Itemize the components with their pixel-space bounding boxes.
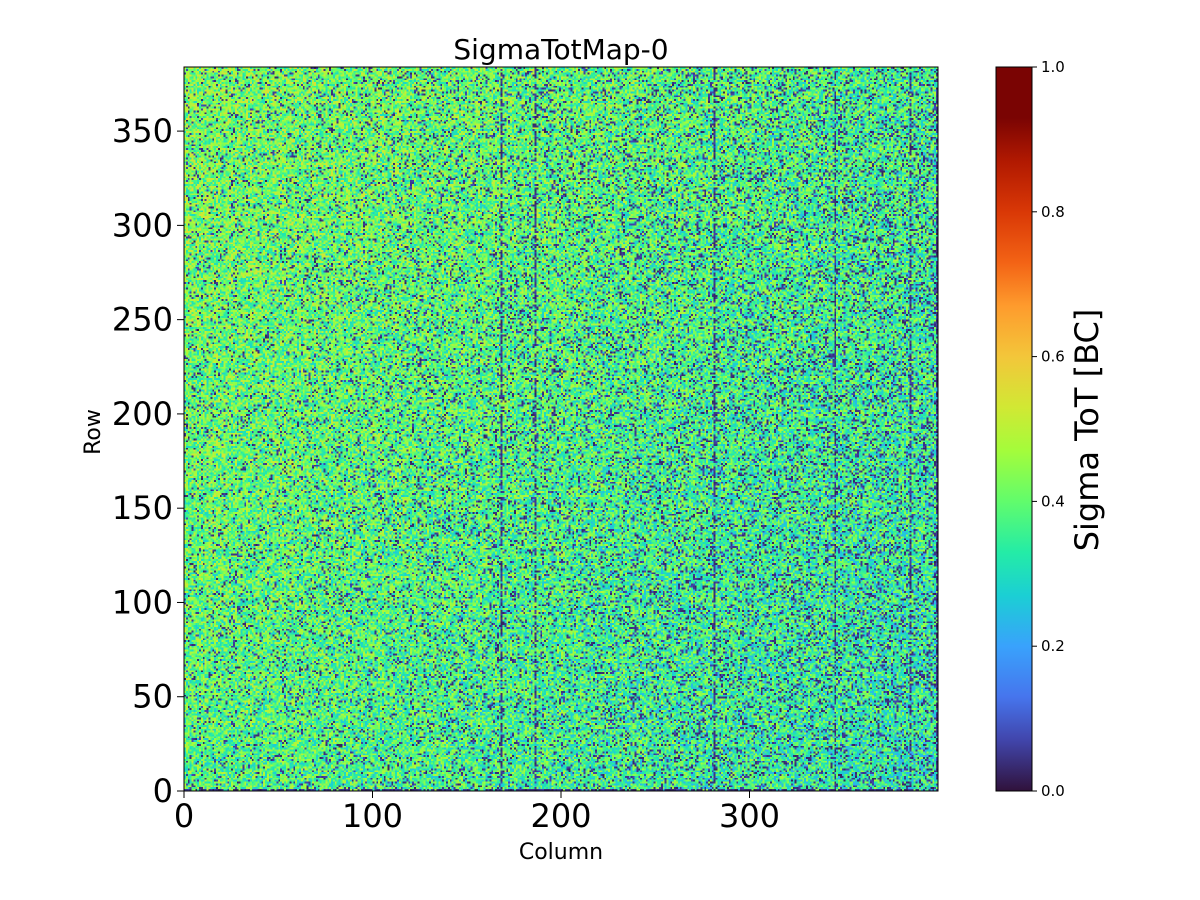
- colorbar-ticks: 0.0 0.2 0.4 0.6 0.8 1.0: [1032, 58, 1065, 800]
- x-tick-label: 0: [174, 797, 194, 835]
- x-axis-label: Column: [519, 840, 603, 865]
- y-tick-label: 200: [112, 395, 173, 433]
- chart-title: SigmaTotMap-0: [453, 33, 668, 66]
- colorbar-tick-label: 1.0: [1041, 58, 1065, 76]
- y-tick-label: 0: [153, 772, 173, 810]
- colorbar-label: Sigma ToT [BC]: [1068, 309, 1106, 552]
- x-tick-label: 300: [719, 797, 780, 835]
- x-tick-label: 200: [530, 797, 591, 835]
- colorbar-tick-label: 0.6: [1041, 348, 1065, 366]
- y-axis-label: Row: [81, 409, 106, 455]
- y-tick-label: 350: [112, 112, 173, 150]
- colorbar-frame: [995, 66, 1033, 792]
- colorbar-tick-label: 0.0: [1041, 782, 1065, 800]
- heatmap-image: [184, 67, 938, 791]
- colorbar: [996, 67, 1032, 791]
- y-tick-label: 150: [112, 489, 173, 527]
- colorbar-tick-label: 0.4: [1041, 492, 1065, 510]
- y-tick-label: 50: [132, 678, 173, 716]
- colorbar-tick-label: 0.8: [1041, 203, 1065, 221]
- x-tick-label: 100: [342, 797, 403, 835]
- y-tick-label: 300: [112, 206, 173, 244]
- y-tick-label: 250: [112, 301, 173, 339]
- y-axis-ticks: 0 50 100 150 200 250 300 350: [112, 112, 184, 810]
- colorbar-tick-label: 0.2: [1041, 637, 1065, 655]
- y-tick-label: 100: [112, 583, 173, 621]
- x-axis-ticks: 0 100 200 300: [174, 791, 780, 835]
